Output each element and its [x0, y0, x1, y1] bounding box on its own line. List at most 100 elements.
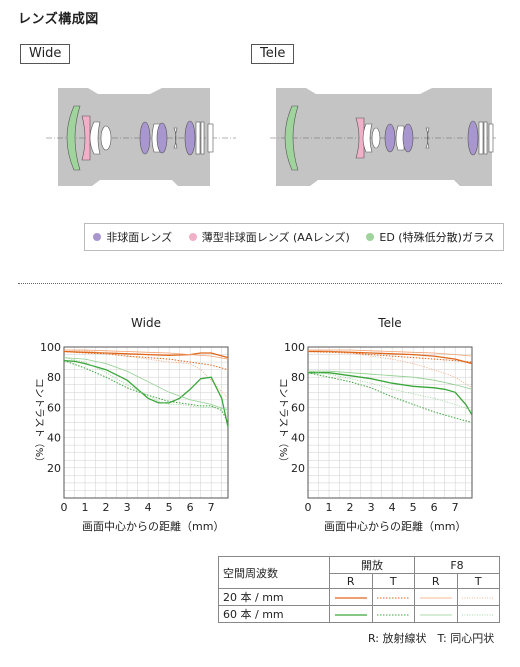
y-tick-label: 40: [47, 432, 61, 445]
swatch-60-f8-r: [414, 605, 458, 623]
legend-item-aa: 薄型非球面レンズ (AAレンズ): [188, 229, 350, 245]
x-tick-label: 6: [431, 501, 438, 512]
x-tick-label: 7: [452, 501, 459, 512]
x-tick-label: 2: [347, 501, 354, 512]
swatch-60-f8-t: [456, 605, 500, 623]
swatch-20-open-r: [329, 588, 373, 606]
y-axis-label: コントラスト（%）: [277, 378, 289, 467]
tele-lens-element: [362, 123, 373, 153]
tele-lens-element: [371, 127, 381, 149]
legend-label: 薄型非球面レンズ (AAレンズ): [201, 231, 350, 244]
y-tick-label: 20: [291, 462, 305, 475]
wide-lens-body: [58, 88, 210, 186]
legend-item-ed: ED (特殊低分散)ガラス: [366, 229, 495, 245]
wide-lens-element: [195, 121, 201, 155]
mtf-wide-xlabel: 画面中心からの距離（mm）: [82, 520, 225, 533]
swatch-20-f8-t: [456, 588, 500, 606]
wide-lens-element: [89, 121, 101, 155]
swatch-60-open-t: [371, 605, 415, 623]
table-header: 空間周波数: [218, 556, 330, 589]
x-tick-label: 6: [187, 501, 194, 512]
x-tick-label: 3: [368, 501, 375, 512]
x-tick-label: 0: [61, 501, 68, 512]
lens-legend: 非球面レンズ 薄型非球面レンズ (AAレンズ) ED (特殊低分散)ガラス: [84, 223, 504, 251]
tele-lens-diagram: [270, 88, 498, 186]
tele-lens-element: [425, 127, 430, 149]
x-tick-label: 1: [82, 501, 89, 512]
y-tick-label: 80: [47, 371, 61, 384]
y-tick-label: 40: [291, 432, 305, 445]
series-line: [63, 349, 229, 399]
swatch-60-open-r: [329, 605, 373, 623]
y-tick-label: 60: [47, 401, 61, 414]
mtf-tele-xlabel: 画面中心からの距離（mm）: [324, 520, 467, 533]
y-tick-label: 100: [40, 341, 61, 354]
x-tick-label: 0: [305, 501, 312, 512]
swatch-20-f8-r: [414, 588, 458, 606]
sub-r: R: [414, 573, 458, 589]
sub-t: T: [456, 573, 500, 589]
x-tick-label: 5: [166, 501, 173, 512]
x-tick-label: 4: [389, 501, 396, 512]
wide-asph-lens: [184, 120, 196, 156]
wide-lens-diagram: [46, 88, 236, 186]
series-line: [63, 359, 229, 428]
tele-asph-lens: [384, 123, 396, 153]
wide-lens-element: [200, 121, 205, 155]
wide-asph-lens: [139, 121, 151, 155]
tele-lens-body: [276, 88, 492, 186]
series-line: [307, 349, 473, 389]
tele-lens-element: [478, 121, 484, 155]
wide-lens-element: [173, 127, 178, 149]
x-tick-label: 2: [103, 501, 110, 512]
series-line: [307, 351, 473, 363]
x-tick-label: 3: [124, 501, 131, 512]
legend-label: ED (特殊低分散)ガラス: [379, 231, 495, 244]
mtf-tele-title: Tele: [378, 316, 402, 330]
series-line: [308, 350, 473, 365]
y-tick-label: 60: [291, 401, 305, 414]
swatch-20-open-t: [371, 588, 415, 606]
series-line: [63, 357, 229, 411]
x-tick-label: 1: [326, 501, 333, 512]
sub-t: T: [371, 573, 415, 589]
sub-r: R: [329, 573, 373, 589]
tele-asph-lens: [467, 120, 479, 156]
circle-icon: [188, 233, 197, 241]
group-f8: F8: [414, 556, 500, 574]
series-line: [308, 349, 473, 357]
mtf-tele-chart: 0 1 2 3 4 5 6 7 20 40 60 80 100 コントラスト（%）: [277, 341, 473, 512]
y-tick-label: 80: [291, 371, 305, 384]
wide-lens-element: [100, 125, 112, 151]
circle-icon: [93, 233, 102, 241]
y-tick-label: 100: [284, 341, 305, 354]
tele-lens-element: [395, 125, 405, 151]
wide-aa-lens: [81, 115, 91, 161]
footnote: R: 放射線状 T: 同心円状: [368, 632, 495, 645]
series-line: [307, 370, 473, 411]
tele-sensor-filter: [488, 123, 494, 153]
circle-icon: [366, 233, 375, 241]
wide-asph-lens: [156, 122, 168, 154]
row-20: 20 本 / mm: [218, 588, 330, 606]
group-open: 開放: [329, 556, 415, 574]
x-tick-label: 5: [410, 501, 417, 512]
x-tick-label: 4: [145, 501, 152, 512]
tele-lens-element: [483, 121, 488, 155]
wide-sensor-filter: [207, 123, 214, 153]
series-line: [63, 357, 228, 410]
series-line: [64, 349, 229, 360]
legend-label: 非球面レンズ: [106, 231, 173, 244]
series-line: [308, 370, 473, 390]
wide-ed-lens: [66, 105, 81, 171]
mtf-wide-chart: 0 1 2 3 4 5 6 7 20 40 60 80 100 コントラスト（%）: [33, 341, 229, 512]
series-line: [63, 350, 229, 359]
page-title: レンズ構成図: [18, 12, 99, 27]
mtf-wide-title: Wide: [131, 316, 161, 330]
tele-aa-lens: [355, 117, 365, 159]
mtf-legend-table: 空間周波数 開放 F8 R T R T 20 本 / mm 60 本 / mm: [218, 556, 500, 623]
series-line: [307, 372, 473, 423]
tele-asph-lens: [402, 123, 414, 153]
x-tick-label: 7: [208, 501, 215, 512]
y-axis-label: コントラスト（%）: [33, 378, 45, 467]
